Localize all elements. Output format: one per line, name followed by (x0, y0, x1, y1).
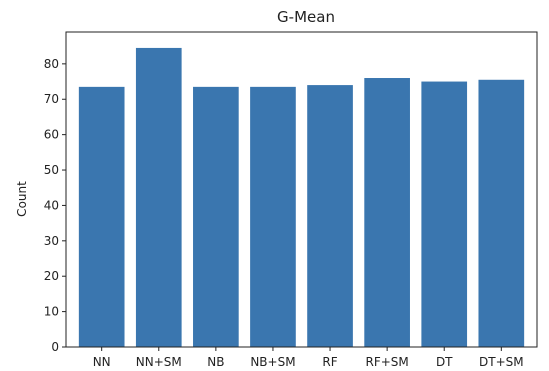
y-tick-label: 10 (44, 305, 59, 319)
x-tick-label: NB+SM (250, 355, 295, 369)
x-tick-label: NN+SM (136, 355, 182, 369)
y-tick-label: 30 (44, 234, 59, 248)
bar-dt-plus-sm (478, 79, 525, 347)
y-axis-label: Count (15, 181, 29, 217)
x-tick-label: NB (207, 355, 224, 369)
bar-dt (421, 81, 468, 348)
plot-frame (65, 31, 538, 348)
bar-nb-plus-sm (250, 86, 296, 348)
x-tick-label: DT (436, 355, 453, 369)
x-tick-label: NN (93, 355, 111, 369)
bar-rf (307, 85, 353, 347)
bar-rf-plus-sm (364, 78, 410, 347)
y-tick-label: 0 (51, 340, 59, 354)
bar-nb (193, 86, 239, 348)
bar-nn-plus-sm (135, 47, 182, 348)
chart-title: G-Mean (277, 8, 335, 26)
y-tick-label: 40 (44, 198, 59, 212)
x-tick-label: RF+SM (366, 355, 409, 369)
y-tick-label: 20 (44, 269, 59, 283)
y-tick-label: 50 (44, 163, 59, 177)
y-tick-label: 80 (44, 57, 59, 71)
bars-layer (78, 47, 525, 348)
x-tick-label: RF (322, 355, 337, 369)
y-axis-ticks: 0 10 20 30 40 50 60 70 80 (44, 57, 66, 354)
x-axis-ticks: NN NN+SM NB NB+SM RF RF+SM DT DT+SM (93, 347, 524, 369)
y-tick-label: 60 (44, 128, 59, 142)
x-tick-label: DT+SM (479, 355, 524, 369)
y-tick-label: 70 (44, 92, 59, 106)
bar-nn (78, 86, 125, 348)
